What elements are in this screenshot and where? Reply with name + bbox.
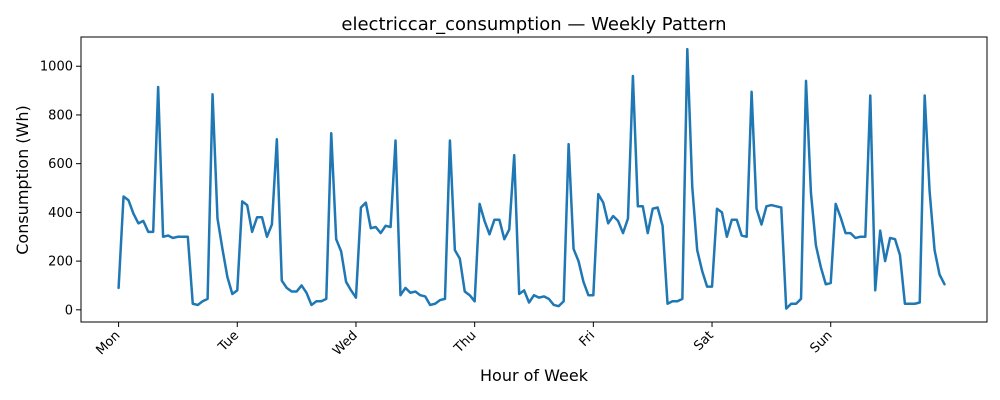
chart-title: electriccar_consumption — Weekly Pattern (341, 14, 726, 35)
y-tick-label: 0 (65, 303, 73, 318)
plot-frame (80, 36, 988, 323)
series-layer (117, 47, 946, 310)
y-axis: 0 200 400 600 800 1000 (40, 60, 81, 318)
x-axis-label: Hour of Week (480, 366, 589, 385)
y-tick-label: 400 (48, 206, 73, 221)
y-tick-label: 800 (48, 108, 73, 123)
series-line-0 (117, 47, 946, 310)
y-axis-label: Consumption (Wh) (13, 105, 32, 255)
y-tick-label: 600 (48, 157, 73, 172)
y-tick-label: 200 (48, 255, 73, 270)
y-tick-label: 1000 (40, 60, 73, 75)
